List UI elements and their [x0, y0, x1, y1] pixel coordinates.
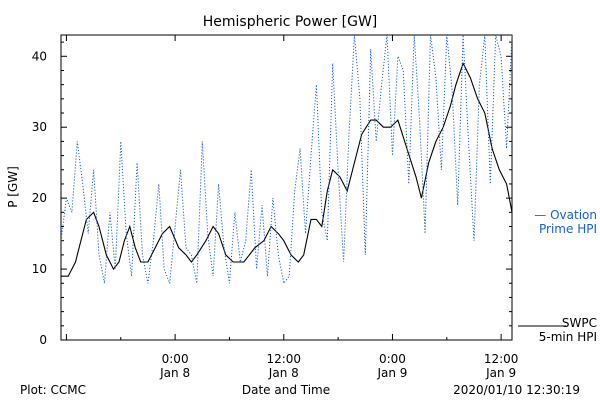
series-line-ovation [61, 35, 512, 285]
plot-area [60, 34, 513, 341]
series-group-ovation [61, 35, 512, 285]
x-tick-time-label: 12:00 [266, 352, 301, 366]
x-tick-time-label: 12:00 [484, 352, 519, 366]
x-tick-date-label: Jan 9 [376, 366, 407, 380]
x-tick-date-label: Jan 8 [268, 366, 299, 380]
y-tick-label: 10 [32, 262, 47, 276]
x-axis-label: Date and Time [242, 383, 330, 397]
y-tick-label: 30 [32, 120, 47, 134]
y-tick-label: 0 [39, 333, 47, 347]
legend: — Ovation Prime HPI SWPC 5-min HPI [518, 208, 597, 344]
y-tick-label: 20 [32, 191, 47, 205]
legend-swpc-line2: 5-min HPI [539, 330, 597, 344]
y-axis: 0 10 20 30 40 [32, 41, 512, 347]
x-tick-time-label: 0:00 [379, 352, 406, 366]
x-tick-date-label: Jan 8 [159, 366, 190, 380]
series-layer [61, 35, 512, 285]
x-tick-time-label: 0:00 [162, 352, 189, 366]
x-tick-date-label: Jan 9 [485, 366, 516, 380]
plot-frame [60, 34, 513, 341]
chart-title: Hemispheric Power [GW] [203, 14, 378, 30]
plot-timestamp: 2020/01/10 12:30:19 [453, 383, 580, 397]
y-axis-label: P [GW] [6, 166, 20, 208]
legend-ovation-line2: Prime HPI [539, 222, 597, 236]
plot-credit: Plot: CCMC [20, 383, 86, 397]
legend-ovation-line1: — Ovation [534, 208, 597, 222]
y-tick-label: 40 [32, 49, 47, 63]
legend-swpc-line1: SWPC [562, 316, 597, 330]
